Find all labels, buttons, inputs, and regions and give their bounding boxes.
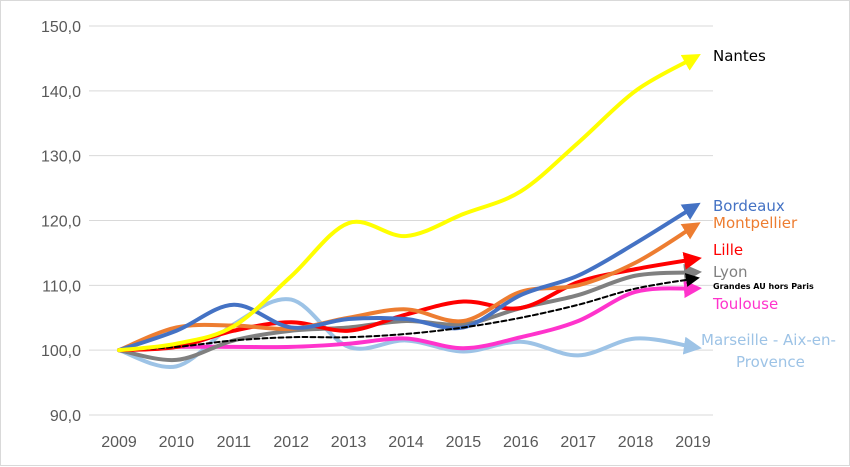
x-tick-label: 2015	[446, 434, 482, 451]
y-tick-label: 130,0	[41, 149, 81, 166]
series-label-lille: Lille	[713, 241, 743, 259]
y-tick-label: 150,0	[41, 19, 81, 36]
x-tick-label: 2016	[503, 434, 539, 451]
x-tick-label: 2014	[388, 434, 424, 451]
series-line-nantes	[117, 53, 701, 353]
y-tick-label: 110,0	[42, 278, 81, 295]
x-tick-label: 2019	[675, 434, 711, 451]
series-label-marseille-aix-en-provence-line2: Provence	[736, 353, 805, 371]
series-label-montpellier: Montpellier	[713, 214, 798, 232]
series-line-bordeaux	[117, 202, 701, 353]
x-tick-label: 2011	[217, 434, 252, 451]
y-tick-label: 140,0	[41, 84, 81, 101]
series-label-marseille-aix-en-provence: Marseille - Aix-en-	[701, 331, 836, 349]
series-label-nantes: Nantes	[713, 47, 766, 65]
series-label-grandes-au-hors-paris: Grandes AU hors Paris	[713, 282, 814, 291]
y-tick-label: 90,0	[50, 408, 81, 425]
series-label-bordeaux: Bordeaux	[713, 197, 785, 215]
y-tick-label: 120,0	[41, 214, 81, 231]
series-line-montpellier	[117, 222, 701, 353]
x-tick-label: 2010	[159, 434, 195, 451]
x-tick-label: 2018	[618, 434, 654, 451]
series-label-lyon: Lyon	[713, 263, 748, 281]
x-tick-label: 2012	[273, 434, 309, 451]
series-label-toulouse: Toulouse	[712, 295, 778, 313]
x-tick-label: 2013	[331, 434, 367, 451]
x-tick-label: 2017	[560, 434, 596, 451]
y-tick-label: 100,0	[41, 343, 81, 360]
x-tick-label: 2009	[101, 434, 137, 451]
series-line-grandes-au-hors-paris	[118, 273, 700, 352]
